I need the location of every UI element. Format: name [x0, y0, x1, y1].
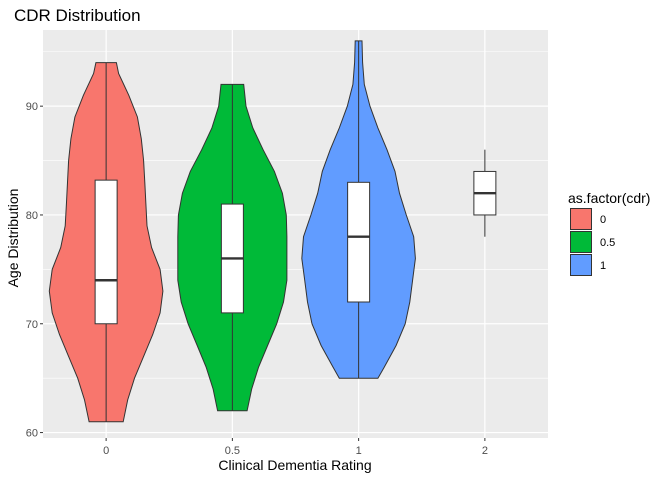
box-cdr-1: [347, 181, 371, 303]
legend-swatch-0: [570, 208, 592, 230]
boxplots: [94, 40, 497, 422]
y-tick-label: 60: [26, 428, 38, 440]
legend-label: 0.5: [600, 237, 615, 249]
x-axis-ticks: 0 0.5 1 2: [103, 438, 488, 457]
box-cdr-0: [94, 179, 118, 325]
y-tick-label: 90: [26, 101, 38, 113]
x-tick-label: 1: [356, 445, 362, 457]
x-tick-label: 0: [103, 445, 109, 457]
chart-title: CDR Distribution: [14, 6, 141, 25]
x-tick-label: 0.5: [225, 445, 240, 457]
legend-swatch-1: [570, 254, 592, 276]
legend-title: as.factor(cdr): [568, 190, 650, 206]
x-tick-label: 2: [482, 445, 488, 457]
legend-swatch-0.5: [570, 231, 592, 253]
x-axis-title: Clinical Dementia Rating: [218, 457, 371, 473]
legend-label: 0: [600, 214, 606, 226]
y-tick-label: 70: [26, 319, 38, 331]
y-axis-ticks: 60 70 80 90: [26, 101, 43, 440]
legend: as.factor(cdr) 0 0.5 1: [568, 190, 650, 276]
legend-label: 1: [600, 260, 606, 272]
y-axis-title: Age Distribution: [5, 189, 21, 288]
y-tick-label: 80: [26, 210, 38, 222]
